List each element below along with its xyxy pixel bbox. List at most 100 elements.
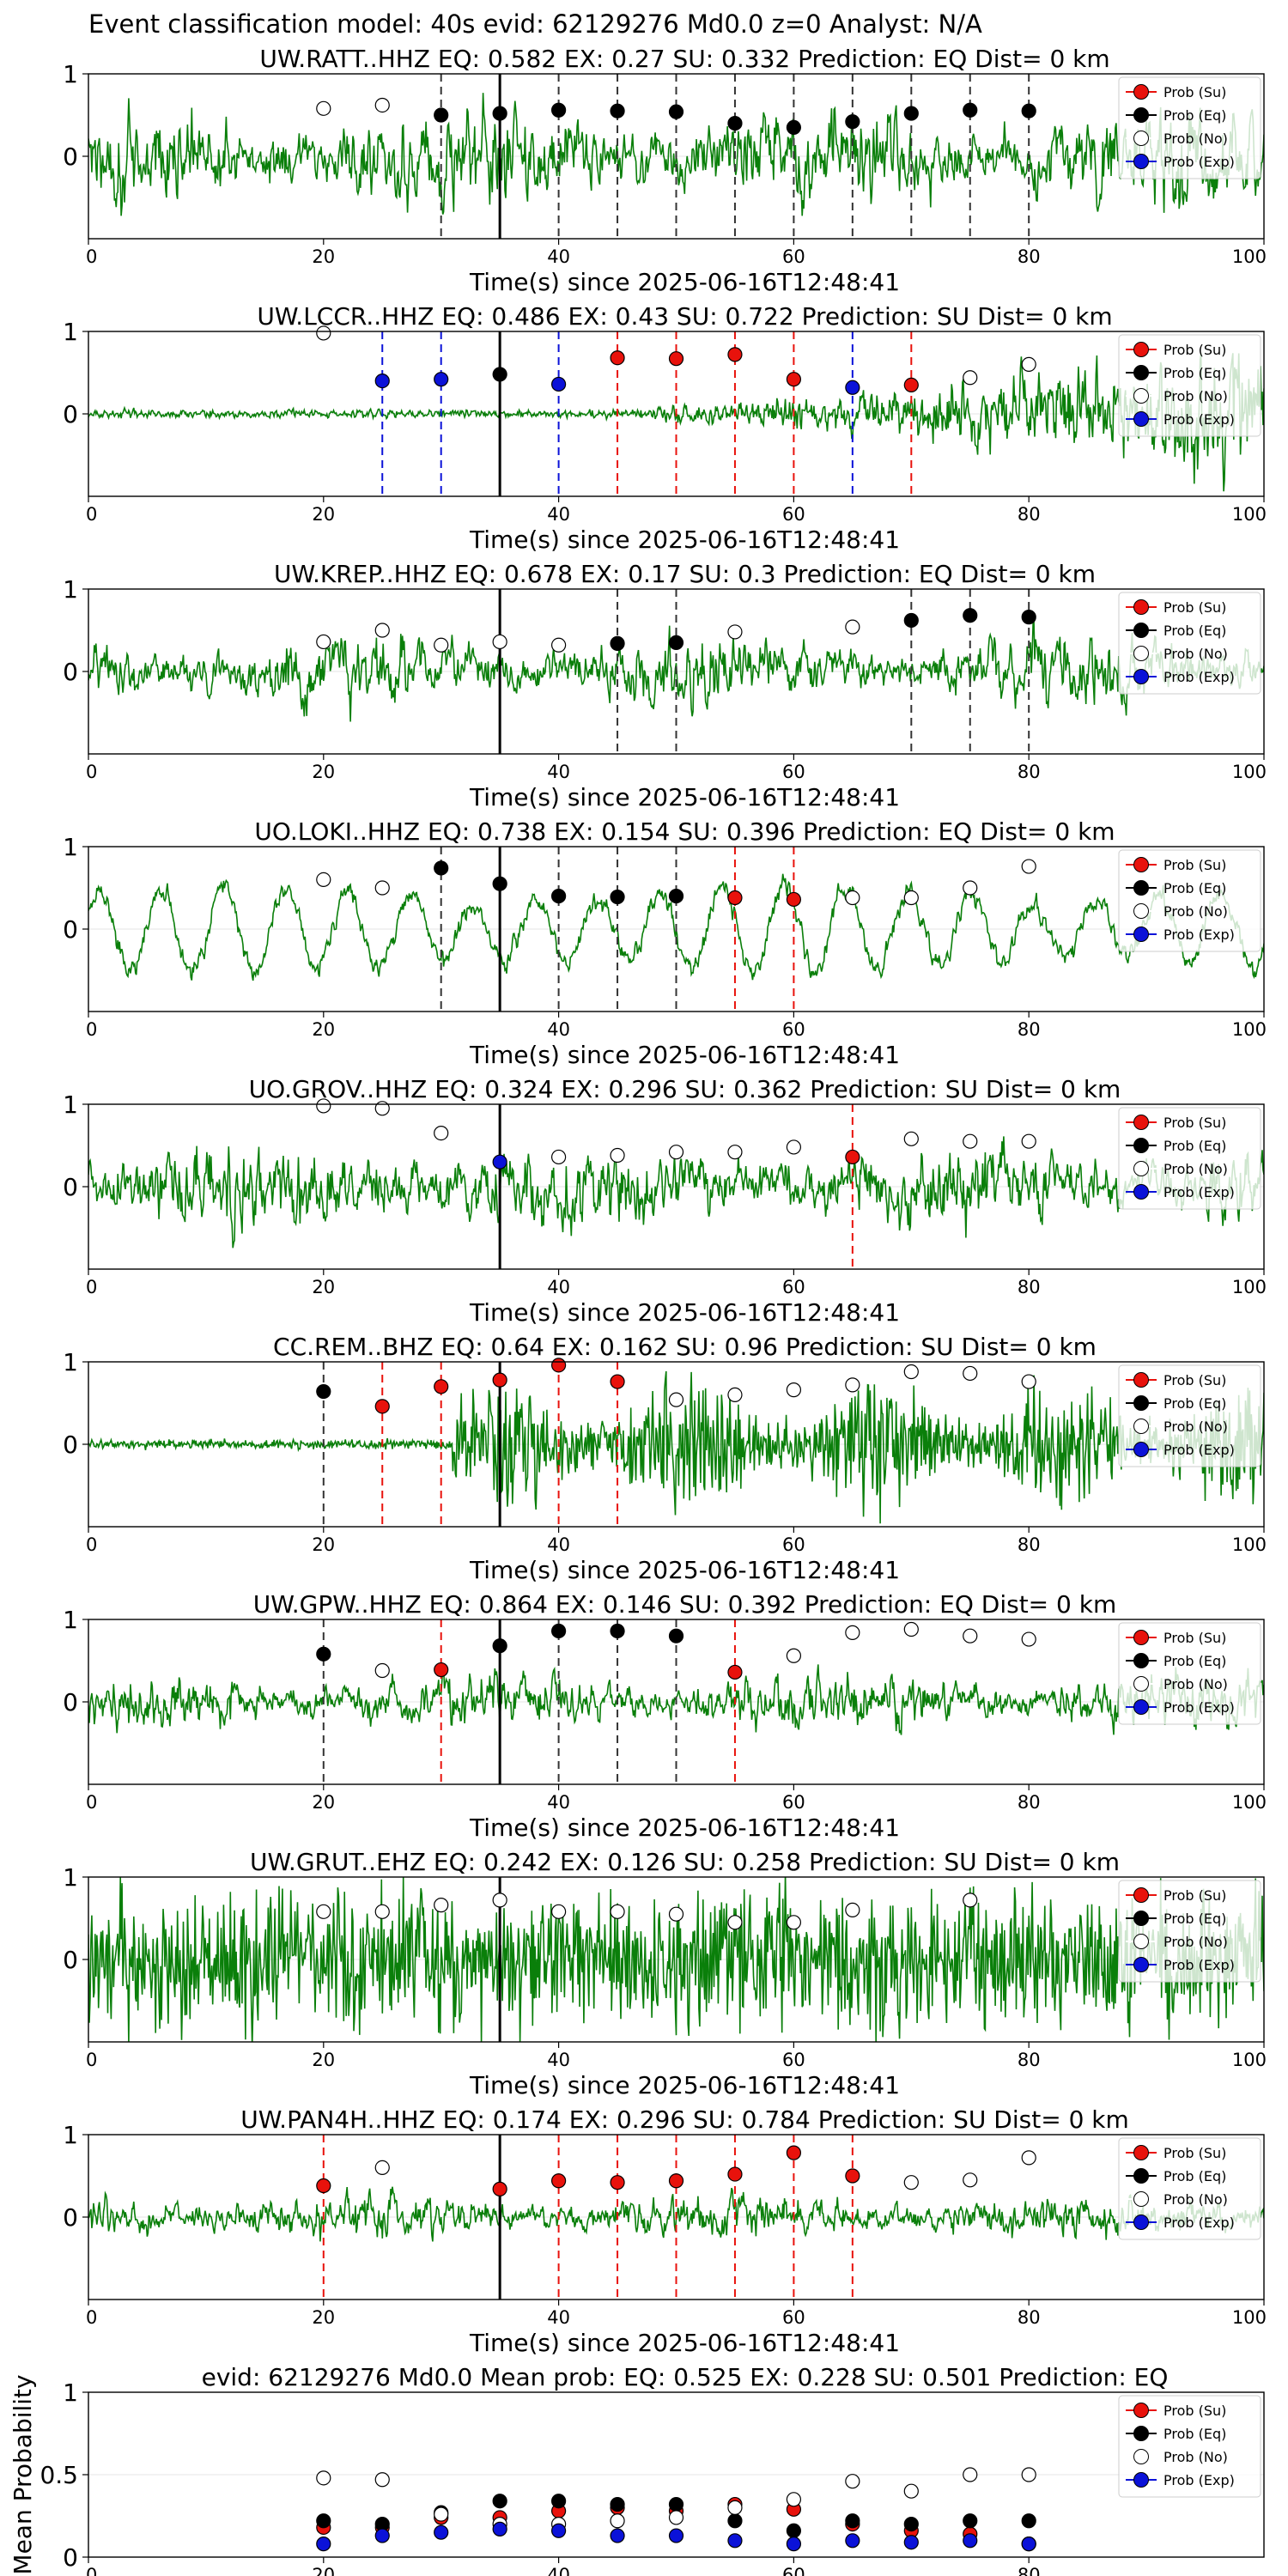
legend-label: Prob (Su) — [1163, 2403, 1226, 2419]
prob-point-su — [786, 891, 802, 908]
x-axis-label: Time(s) since 2025-06-16T12:48:41 — [469, 268, 900, 296]
prob-point-su — [492, 2181, 507, 2196]
prob-point-no — [1021, 1374, 1036, 1389]
prob-point-exp — [374, 374, 390, 389]
legend-marker — [1133, 927, 1149, 942]
x-tick-label: 60 — [782, 1534, 805, 1555]
prob-point-su — [786, 372, 802, 387]
prob-point-su — [786, 2145, 802, 2160]
panel-title: UW.GRUT..EHZ EQ: 0.242 EX: 0.126 SU: 0.2… — [250, 1848, 1120, 1876]
waveform — [88, 1877, 1264, 2042]
x-tick-label: 100 — [1232, 2050, 1267, 2070]
waveform — [88, 1370, 1264, 1524]
legend-marker — [1133, 1911, 1149, 1926]
legend-marker — [1133, 1442, 1149, 1457]
prob-point-no — [550, 1904, 567, 1919]
panel-6: 0 20 40 60 80 100 0 1 CC.REM..BHZ EQ: 0.64 EX: 0… — [63, 1333, 1267, 1584]
legend-label: Prob (Eq) — [1163, 880, 1226, 896]
prob-point-su — [434, 1662, 449, 1678]
mean-point-exp — [963, 2533, 978, 2549]
x-tick-label: 80 — [1018, 2565, 1041, 2576]
mean-point-exp — [374, 2528, 390, 2543]
legend-label: Prob (No) — [1163, 388, 1228, 404]
x-axis-label: Time(s) since 2025-06-16T12:48:41 — [469, 2329, 900, 2357]
mean-point-exp — [668, 2528, 684, 2543]
prob-point-no — [1021, 2150, 1036, 2166]
legend-label: Prob (No) — [1163, 1934, 1228, 1950]
y-tick-label: 0 — [63, 1431, 78, 1459]
legend-marker — [1133, 1138, 1149, 1153]
legend-marker — [1133, 1887, 1149, 1903]
mean-point-exp — [845, 2533, 860, 2549]
prob-point-eq — [550, 102, 567, 118]
legend-marker — [1133, 342, 1149, 357]
waveform — [88, 352, 1264, 492]
legend-frame — [1118, 2395, 1261, 2498]
x-tick-label: 100 — [1232, 1534, 1267, 1555]
prob-point-eq — [963, 102, 978, 118]
x-tick-label: 60 — [782, 2565, 805, 2576]
panel-2: 0 20 40 60 80 100 0 1 UW.LCCR..HHZ EQ: 0.486 EX:… — [63, 302, 1267, 554]
prob-point-eq — [668, 635, 684, 651]
legend-label: Prob (Exp) — [1163, 1184, 1235, 1200]
waveform — [88, 1136, 1264, 1249]
legend-label: Prob (No) — [1163, 131, 1228, 147]
prob-point-no — [316, 1904, 331, 1919]
legend-marker — [1133, 1395, 1149, 1411]
prob-point-no — [727, 1145, 743, 1160]
legend-frame — [1118, 1622, 1261, 1725]
mean-point-no — [1021, 2467, 1036, 2482]
legend-marker — [1133, 2472, 1149, 2488]
prob-point-eq — [610, 103, 625, 118]
x-tick-label: 0 — [86, 504, 97, 525]
legend-label: Prob (Su) — [1163, 1630, 1226, 1646]
panel-9: 0 20 40 60 80 100 0 1 UW.PAN4H..HHZ EQ: 0.174 EX… — [63, 2105, 1267, 2357]
legend-frame — [1118, 849, 1261, 952]
mean-point-eq — [727, 2513, 743, 2529]
legend: Prob (Su) Prob (Eq) Prob (No) Prob (Exp) — [1118, 1880, 1261, 1983]
prob-point-eq — [434, 860, 449, 876]
prob-point-no — [1021, 859, 1036, 874]
legend-frame — [1118, 2137, 1261, 2240]
mean-point-eq — [845, 2513, 860, 2529]
legend: Prob (Su) Prob (Eq) Prob (No) Prob (Exp) — [1118, 592, 1261, 695]
prob-point-eq — [903, 106, 919, 121]
legend: Prob (Su) Prob (Eq) Prob (No) Prob (Exp) — [1118, 2137, 1261, 2240]
prob-point-no — [963, 1133, 978, 1149]
panel-title: CC.REM..BHZ EQ: 0.64 EX: 0.162 SU: 0.96 … — [273, 1333, 1097, 1361]
legend-label: Prob (Eq) — [1163, 1653, 1226, 1669]
prob-point-no — [845, 1902, 860, 1917]
x-tick-label: 60 — [782, 762, 805, 782]
prob-point-no — [668, 1906, 684, 1922]
x-axis-label: Time(s) since 2025-06-16T12:48:41 — [469, 2071, 900, 2099]
y-tick-label: 0 — [63, 915, 78, 944]
mean-point-eq — [963, 2513, 978, 2529]
x-tick-label: 80 — [1018, 246, 1041, 267]
mean-point-eq — [786, 2523, 802, 2538]
legend-label: Prob (Exp) — [1163, 1442, 1235, 1458]
prob-point-eq — [316, 1646, 331, 1662]
mean-point-exp — [434, 2524, 449, 2540]
prob-point-exp — [845, 380, 860, 395]
mean-point-eq — [492, 2494, 507, 2509]
legend: Prob (Su) Prob (Eq) Prob (No) Prob (Exp) — [1118, 334, 1261, 437]
mean-point-exp — [550, 2523, 567, 2538]
y-tick-label: 1 — [63, 1348, 78, 1376]
legend-label: Prob (No) — [1163, 1676, 1228, 1692]
prob-point-no — [786, 1648, 802, 1663]
prob-point-eq — [492, 106, 507, 121]
prob-point-no — [727, 624, 743, 640]
y-tick-label: 0 — [63, 2543, 78, 2572]
legend-marker — [1133, 2215, 1149, 2230]
prob-point-su — [845, 2168, 860, 2184]
prob-point-no — [1021, 1631, 1036, 1647]
panel-title: UW.GPW..HHZ EQ: 0.864 EX: 0.146 SU: 0.39… — [253, 1590, 1117, 1619]
legend-marker — [1133, 107, 1149, 123]
prob-point-su — [610, 2175, 625, 2190]
prob-point-no — [374, 623, 390, 638]
legend-label: Prob (Exp) — [1163, 2472, 1235, 2488]
x-tick-label: 40 — [547, 2050, 570, 2070]
legend-label: Prob (Eq) — [1163, 623, 1226, 639]
mean-point-exp — [492, 2521, 507, 2537]
